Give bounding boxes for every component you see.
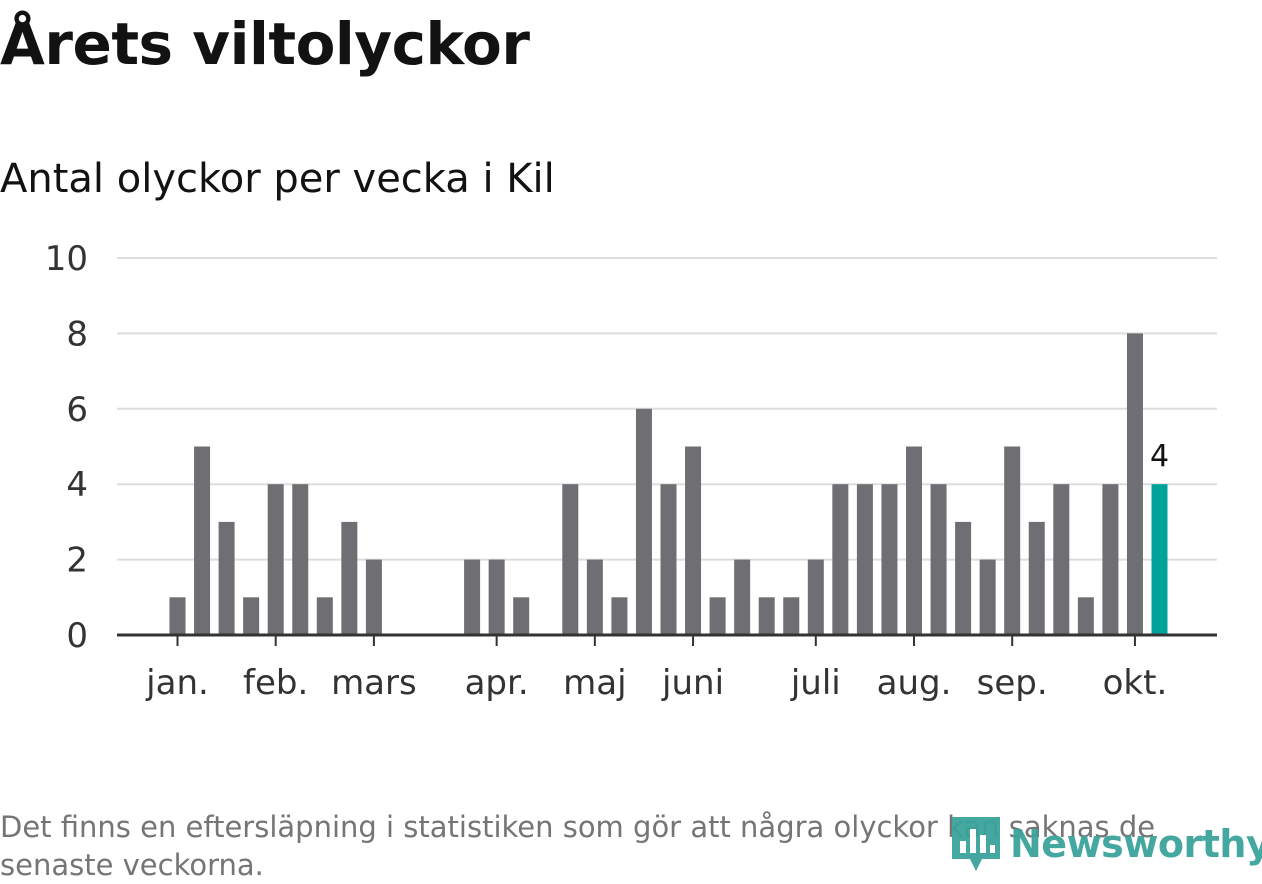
y-tick-label: 0 <box>66 616 88 656</box>
bar-chart-pin-icon <box>952 817 1000 871</box>
x-tick-label: sep. <box>977 663 1048 703</box>
bar <box>1028 521 1045 635</box>
chart-subtitle: Antal olyckor per vecka i Kil <box>0 156 555 202</box>
y-tick-label: 4 <box>66 465 88 505</box>
x-tick-label: aug. <box>877 663 952 703</box>
bar <box>513 597 530 635</box>
bar-highlight <box>1151 484 1168 635</box>
bar <box>292 484 309 635</box>
bar <box>758 597 775 635</box>
bar <box>709 597 726 635</box>
y-axis-ticks: 0 2 4 6 8 10 <box>45 239 88 656</box>
bar <box>562 484 579 635</box>
x-tick-label: okt. <box>1103 663 1168 703</box>
x-tick-label: juli <box>790 663 841 703</box>
y-tick-label: 2 <box>66 541 88 581</box>
bar <box>464 559 481 635</box>
y-tick-label: 10 <box>45 239 88 279</box>
bar <box>169 597 186 635</box>
x-axis: jan. feb. mars apr. maj juni juli aug. sep. okt. <box>117 633 1217 703</box>
newsworthy-logo: Newsworthy <box>950 815 1262 873</box>
bar <box>955 521 972 635</box>
bar <box>316 597 333 635</box>
bar <box>267 484 284 635</box>
bars <box>169 333 1168 635</box>
bar <box>734 559 751 635</box>
x-tick-label: apr. <box>465 663 529 703</box>
bar <box>1053 484 1070 635</box>
x-tick-label: jan. <box>145 663 209 703</box>
y-tick-label: 6 <box>66 390 88 430</box>
bar <box>1004 446 1021 635</box>
bar <box>685 446 702 635</box>
bar <box>194 446 211 635</box>
chart-title: Årets viltolyckor <box>0 10 530 78</box>
bar <box>979 559 996 635</box>
x-tick-label: maj <box>563 663 626 703</box>
bar <box>856 484 873 635</box>
bar <box>341 521 358 635</box>
bar <box>1077 597 1094 635</box>
x-tick-label: juni <box>661 663 724 703</box>
bar-chart: 0 2 4 6 8 10 jan. feb. mars apr. maj juni juli aug. s… <box>45 239 1217 703</box>
bar <box>243 597 260 635</box>
bar <box>218 521 235 635</box>
bar <box>586 559 603 635</box>
y-tick-label: 8 <box>66 314 88 354</box>
highlight-value-label: 4 <box>1150 439 1169 474</box>
bar <box>365 559 382 635</box>
bar <box>1126 333 1143 635</box>
bar <box>930 484 947 635</box>
bar <box>832 484 849 635</box>
bar <box>1102 484 1119 635</box>
bar <box>660 484 677 635</box>
bar <box>906 446 922 635</box>
bar <box>807 559 824 635</box>
x-tick-label: mars <box>331 663 417 703</box>
bar <box>488 559 505 635</box>
bar <box>635 408 652 635</box>
bar <box>783 597 800 635</box>
x-tick-label: feb. <box>243 663 308 703</box>
annotations: 4 <box>1150 439 1169 474</box>
logo-text: Newsworthy <box>1010 822 1262 866</box>
bar <box>881 484 898 635</box>
bar <box>611 597 628 635</box>
